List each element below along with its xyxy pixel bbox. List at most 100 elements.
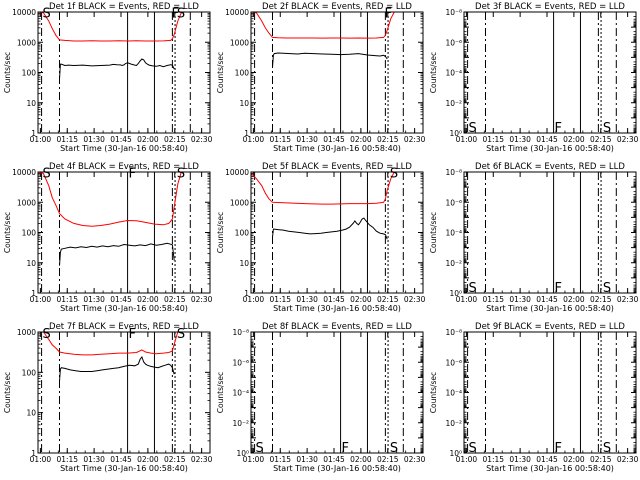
y-tick-label: 10000	[225, 8, 249, 17]
x-tick-label: 01:30	[83, 295, 105, 304]
y-tick-label: 1	[31, 289, 36, 298]
y-tick-label: 10⁻⁶	[232, 358, 249, 367]
y-tick-label: 10	[26, 409, 36, 418]
y-tick-label: 10⁻⁶	[445, 358, 462, 367]
series-line	[272, 52, 388, 68]
y-tick-label: 10000	[12, 168, 36, 177]
panel-title: Det 3f BLACK = Events, RED = LLD	[475, 2, 625, 12]
y-tick-label: 1	[244, 129, 249, 138]
event-annotation: S	[603, 121, 611, 136]
panel-title: Det 8f BLACK = Events, RED = LLD	[262, 322, 412, 332]
x-tick-label: 02:00	[137, 455, 159, 464]
event-annotation: S	[42, 166, 50, 181]
x-tick-label: 01:30	[83, 135, 105, 144]
event-annotation: S	[603, 441, 611, 456]
y-tick-label: 10	[239, 259, 249, 268]
x-tick-label: 01:00	[30, 295, 52, 304]
y-tick-label: 10	[26, 259, 36, 268]
event-annotation: S	[177, 6, 185, 21]
x-tick-label: 01:30	[296, 135, 318, 144]
panel-3: Det 3f BLACK = Events, RED = LLD 10⁰ 10⁻² 1…	[429, 2, 639, 153]
x-tick-label: 02:00	[350, 135, 372, 144]
panel-6: Det 6f BLACK = Events, RED = LLD 10⁰ 10⁻² 1…	[429, 162, 639, 313]
y-tick-label: 10⁻²	[445, 259, 462, 268]
panel-title: Det 6f BLACK = Events, RED = LLD	[475, 162, 625, 172]
y-tick-label: 1000	[230, 198, 249, 207]
plot-frame	[463, 331, 637, 454]
x-tick-label: 01:00	[243, 295, 265, 304]
x-tick-label: 02:30	[617, 455, 639, 464]
x-tick-label: 02:15	[377, 455, 399, 464]
y-axis-label: Counts/sec	[3, 52, 12, 93]
event-annotation: S	[468, 121, 476, 136]
x-tick-label: 01:15	[56, 295, 78, 304]
series-line	[59, 242, 175, 266]
x-tick-label: 02:15	[590, 455, 612, 464]
y-tick-label: 10⁻⁶	[445, 198, 462, 207]
event-annotation: F	[341, 441, 348, 456]
x-tick-label: 02:00	[350, 455, 372, 464]
panel-8: Det 8f BLACK = Events, RED = LLD 10⁰ 10⁻² 1…	[216, 322, 426, 473]
y-tick-label: 1000	[17, 328, 36, 337]
x-tick-label: 01:45	[536, 135, 558, 144]
panel-title: Det 2f BLACK = Events, RED = LLD	[262, 2, 412, 12]
x-axis-label: Start Time (30-Jan-16 00:58:40)	[273, 464, 401, 473]
x-tick-label: 01:30	[509, 455, 531, 464]
x-tick-label: 02:30	[404, 455, 426, 464]
x-tick-label: 01:45	[323, 135, 345, 144]
x-axis-label: Start Time (30-Jan-16 00:58:40)	[60, 144, 188, 153]
series-line	[38, 332, 191, 356]
x-tick-label: 01:15	[269, 295, 291, 304]
x-tick-label: 02:30	[404, 135, 426, 144]
y-tick-label: 1000	[17, 198, 36, 207]
x-tick-label: 01:00	[456, 295, 478, 304]
event-annotation: S	[468, 281, 476, 296]
x-tick-label: 02:15	[164, 295, 186, 304]
y-axis-label: Counts/sec	[429, 372, 438, 413]
plot-frame	[463, 171, 637, 294]
x-tick-label: 01:00	[30, 135, 52, 144]
x-tick-label: 02:15	[377, 135, 399, 144]
y-tick-label: 10⁻²	[445, 419, 462, 428]
event-annotation: S	[177, 327, 185, 342]
event-annotation: S	[390, 166, 398, 181]
x-tick-label: 02:00	[563, 135, 585, 144]
plot-frame	[37, 331, 211, 454]
y-tick-label: 10	[26, 99, 36, 108]
event-annotation: F	[554, 121, 561, 136]
y-tick-label: 1	[244, 289, 249, 298]
y-tick-label: 10000	[225, 168, 249, 177]
x-tick-label: 01:45	[110, 135, 132, 144]
plot-frame	[37, 11, 211, 134]
x-tick-label: 01:15	[482, 295, 504, 304]
event-annotation: F	[171, 6, 178, 21]
y-tick-label: 10000	[12, 8, 36, 17]
series-line	[59, 58, 175, 80]
x-axis-label: Start Time (30-Jan-16 00:58:40)	[273, 144, 401, 153]
x-tick-label: 01:45	[110, 455, 132, 464]
x-tick-label: 01:00	[30, 455, 52, 464]
y-tick-label: 10⁰	[449, 289, 462, 298]
plot-frame	[250, 11, 424, 134]
x-tick-label: 02:00	[563, 455, 585, 464]
x-axis-label: Start Time (30-Jan-16 00:58:40)	[486, 144, 614, 153]
y-tick-label: 100	[22, 368, 37, 377]
x-tick-label: 02:30	[191, 295, 213, 304]
x-tick-label: 02:30	[617, 295, 639, 304]
y-tick-label: 100	[22, 69, 37, 78]
panel-5: Det 5f BLACK = Events, RED = LLD 1 10 100 10…	[216, 162, 426, 313]
y-tick-label: 100	[235, 69, 250, 78]
x-axis-label: Start Time (30-Jan-16 00:58:40)	[60, 464, 188, 473]
y-axis-label: Counts/sec	[216, 212, 225, 253]
y-tick-label: 100	[235, 229, 250, 238]
panel-title: Det 9f BLACK = Events, RED = LLD	[475, 322, 625, 332]
x-tick-label: 02:30	[404, 295, 426, 304]
y-tick-label: 10⁻²	[445, 99, 462, 108]
panel-4: Det 4f BLACK = Events, RED = LLD 1 10 100 10…	[3, 162, 213, 313]
event-annotation: S	[390, 441, 398, 456]
y-tick-label: 10	[239, 99, 249, 108]
y-tick-label: 10⁰	[236, 449, 249, 458]
panel-2: Det 2f BLACK = Events, RED = LLD 1 10 100 10…	[216, 2, 426, 153]
x-tick-label: 01:15	[56, 455, 78, 464]
